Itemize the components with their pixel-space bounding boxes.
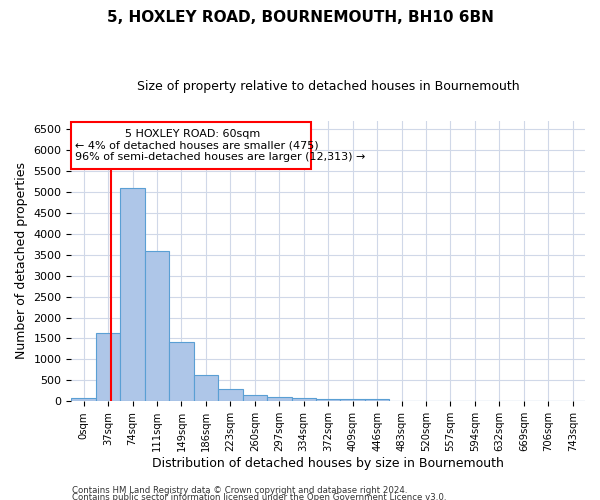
Bar: [71, 398, 96, 402]
Title: Size of property relative to detached houses in Bournemouth: Size of property relative to detached ho…: [137, 80, 520, 93]
Text: ← 4% of detached houses are smaller (475): ← 4% of detached houses are smaller (475…: [75, 140, 319, 150]
Bar: [121, 188, 145, 402]
Text: 5, HOXLEY ROAD, BOURNEMOUTH, BH10 6BN: 5, HOXLEY ROAD, BOURNEMOUTH, BH10 6BN: [107, 10, 493, 25]
Text: 5 HOXLEY ROAD: 60sqm: 5 HOXLEY ROAD: 60sqm: [125, 129, 260, 139]
Bar: [145, 252, 169, 402]
Text: 96% of semi-detached houses are larger (12,313) →: 96% of semi-detached houses are larger (…: [75, 152, 365, 162]
Text: Contains public sector information licensed under the Open Government Licence v3: Contains public sector information licen…: [72, 494, 446, 500]
Bar: [340, 399, 365, 402]
Text: Contains HM Land Registry data © Crown copyright and database right 2024.: Contains HM Land Registry data © Crown c…: [72, 486, 407, 495]
X-axis label: Distribution of detached houses by size in Bournemouth: Distribution of detached houses by size …: [152, 457, 504, 470]
Bar: [169, 342, 194, 402]
Bar: [292, 398, 316, 402]
Bar: [365, 399, 389, 402]
Bar: [96, 333, 121, 402]
Bar: [242, 396, 267, 402]
Y-axis label: Number of detached properties: Number of detached properties: [15, 162, 28, 360]
Bar: [267, 397, 292, 402]
FancyBboxPatch shape: [71, 122, 311, 169]
Bar: [316, 399, 340, 402]
Bar: [218, 389, 242, 402]
Bar: [194, 376, 218, 402]
